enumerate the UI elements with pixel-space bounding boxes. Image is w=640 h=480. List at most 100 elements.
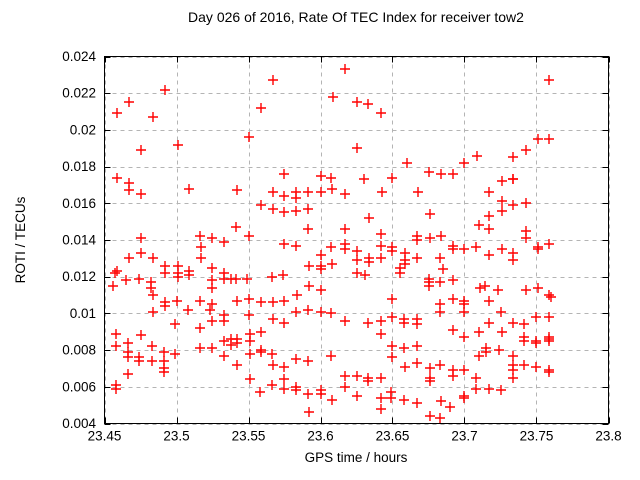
data-point-marker — [459, 244, 469, 254]
data-point-marker — [292, 290, 302, 300]
data-point-marker — [521, 285, 531, 295]
data-point-marker — [232, 360, 242, 370]
data-point-marker — [112, 108, 122, 118]
data-point-marker — [316, 285, 326, 295]
data-point-marker — [376, 241, 386, 251]
data-point-marker — [279, 207, 289, 217]
y-tick-label: 0.01 — [70, 306, 96, 321]
data-point-marker — [412, 235, 422, 245]
data-point-marker — [352, 391, 362, 401]
data-point-marker — [195, 296, 205, 306]
data-point-marker — [136, 248, 146, 258]
data-point-marker — [399, 318, 409, 328]
data-point-marker — [544, 312, 554, 322]
data-point-marker — [291, 193, 301, 203]
x-tick-label: 23.5 — [163, 429, 189, 444]
data-point-marker — [448, 275, 458, 285]
data-point-marker — [184, 270, 194, 280]
data-point-marker — [160, 85, 170, 95]
data-point-marker — [352, 246, 362, 256]
data-point-marker — [244, 132, 254, 142]
data-point-marker — [387, 312, 397, 322]
data-point-marker — [376, 393, 386, 403]
data-point-marker — [475, 283, 485, 293]
data-point-marker — [387, 294, 397, 304]
data-point-marker — [412, 398, 422, 408]
axis-tick-marks — [104, 56, 610, 425]
data-point-marker — [399, 395, 409, 405]
data-points — [108, 64, 556, 423]
data-point-marker — [494, 345, 504, 355]
data-point-marker — [521, 145, 531, 155]
data-point-marker — [546, 292, 556, 302]
data-point-marker — [136, 145, 146, 155]
data-point-marker — [340, 371, 350, 381]
data-point-marker — [134, 356, 144, 366]
data-point-marker — [497, 196, 507, 206]
data-point-marker — [508, 318, 518, 328]
data-point-marker — [484, 318, 494, 328]
data-point-marker — [436, 231, 446, 241]
data-point-marker — [340, 316, 350, 326]
data-point-marker — [195, 323, 205, 333]
x-tick-labels: 23.45 23.5 23.55 23.6 23.65 23.7 23.75 23.8 — [88, 429, 622, 444]
data-point-marker — [544, 336, 554, 346]
data-point-marker — [291, 385, 301, 395]
data-point-marker — [352, 143, 362, 153]
y-tick-label: 0.014 — [62, 233, 96, 248]
x-tick-label: 23.6 — [307, 429, 333, 444]
data-point-marker — [471, 384, 481, 394]
data-point-marker — [112, 173, 122, 183]
data-point-marker — [160, 301, 170, 311]
data-point-marker — [327, 259, 337, 269]
data-point-marker — [148, 253, 158, 263]
data-point-marker — [412, 341, 422, 351]
data-point-marker — [303, 224, 313, 234]
data-point-marker — [291, 241, 301, 251]
data-point-marker — [496, 385, 506, 395]
data-point-marker — [279, 318, 289, 328]
data-point-marker — [123, 369, 133, 379]
data-point-marker — [471, 242, 481, 252]
data-point-marker — [268, 75, 278, 85]
data-point-marker — [508, 174, 518, 184]
y-tick-label: 0.008 — [62, 343, 96, 358]
data-point-marker — [267, 349, 277, 359]
data-point-marker — [531, 362, 541, 372]
data-point-marker — [424, 167, 434, 177]
data-point-marker — [146, 283, 156, 293]
data-point-marker — [352, 371, 362, 381]
data-point-marker — [484, 211, 494, 221]
data-point-marker — [256, 103, 266, 113]
data-point-marker — [219, 351, 229, 361]
data-point-marker — [173, 140, 183, 150]
data-point-marker — [436, 169, 446, 179]
data-point-marker — [340, 224, 350, 234]
data-point-marker — [303, 187, 313, 197]
data-point-marker — [544, 134, 554, 144]
chart-title: Day 026 of 2016, Rate Of TEC Index for r… — [188, 9, 524, 25]
data-point-marker — [147, 341, 157, 351]
data-point-marker — [376, 253, 386, 263]
data-point-marker — [303, 356, 313, 366]
data-point-marker — [425, 411, 435, 421]
data-point-marker — [376, 108, 386, 118]
data-point-marker — [359, 174, 369, 184]
data-point-marker — [327, 184, 337, 194]
data-point-marker — [231, 222, 241, 232]
data-point-marker — [435, 277, 445, 287]
data-point-marker — [207, 343, 217, 353]
data-point-marker — [267, 272, 277, 282]
data-point-marker — [173, 272, 183, 282]
data-point-marker — [256, 200, 266, 210]
data-point-marker — [521, 233, 531, 243]
data-point-marker — [364, 257, 374, 267]
data-point-marker — [352, 255, 362, 265]
data-point-marker — [111, 329, 121, 339]
data-point-marker — [544, 75, 554, 85]
data-point-marker — [279, 239, 289, 249]
data-point-marker — [376, 329, 386, 339]
data-point-marker — [226, 274, 236, 284]
